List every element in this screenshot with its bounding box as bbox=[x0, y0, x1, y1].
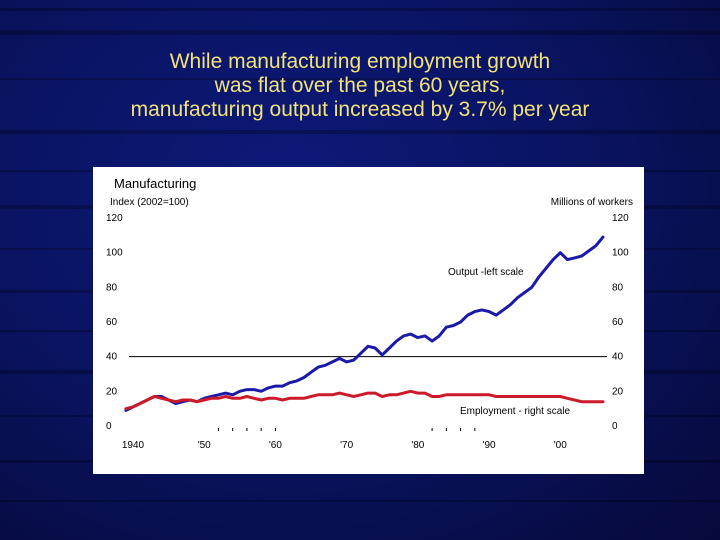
x-tick-label: '50 bbox=[198, 440, 211, 451]
y-tick-label-left: 0 bbox=[106, 421, 112, 432]
slide-title-line: was flat over the past 60 years, bbox=[214, 74, 506, 97]
y-tick-label-right: 80 bbox=[612, 282, 624, 293]
y-tick-label-left: 60 bbox=[106, 317, 118, 328]
employment-series-line bbox=[124, 389, 605, 411]
y-tick-label-left: 100 bbox=[106, 248, 123, 259]
output-series-line bbox=[124, 235, 605, 412]
left-axis-label: Index (2002=100) bbox=[110, 197, 189, 208]
x-tick-label: '90 bbox=[483, 440, 496, 451]
slide-title-line: While manufacturing employment growth bbox=[169, 50, 551, 73]
y-tick-label-left: 120 bbox=[106, 213, 123, 224]
x-tick-label: '60 bbox=[269, 440, 282, 451]
y-tick-label-left: 40 bbox=[106, 352, 118, 363]
y-tick-label-right: 20 bbox=[612, 386, 624, 397]
y-tick-label-left: 80 bbox=[106, 282, 118, 293]
x-tick-label: '70 bbox=[340, 440, 353, 451]
employment-series-label: Employment - right scale bbox=[460, 406, 571, 417]
chart-title: Manufacturing bbox=[114, 176, 197, 191]
right-axis-label: Millions of workers bbox=[550, 197, 633, 208]
y-tick-label-left: 20 bbox=[106, 386, 118, 397]
y-tick-label-right: 100 bbox=[612, 248, 629, 259]
slide-title: While manufacturing employment growth wa… bbox=[40, 50, 680, 122]
y-tick-label-right: 40 bbox=[612, 352, 624, 363]
output-series-label: Output -left scale bbox=[448, 267, 524, 278]
slide-title-line: manufacturing output increased by 3.7% p… bbox=[130, 98, 590, 121]
x-tick-label: '80 bbox=[411, 440, 424, 451]
chart-panel: 0 20 40 60 80 100 120 0 20 40 60 80 100 120 1940 '50 '60… bbox=[93, 167, 644, 474]
y-tick-label-right: 0 bbox=[612, 421, 618, 432]
chart-plot: 0 20 40 60 80 100 120 0 20 40 60 80 100 120 1940 '50 '60… bbox=[106, 213, 629, 451]
y-tick-label-right: 120 bbox=[612, 213, 629, 224]
x-tick-label: 1940 bbox=[122, 440, 145, 451]
y-tick-label-right: 60 bbox=[612, 317, 624, 328]
x-tick-label: '00 bbox=[554, 440, 567, 451]
